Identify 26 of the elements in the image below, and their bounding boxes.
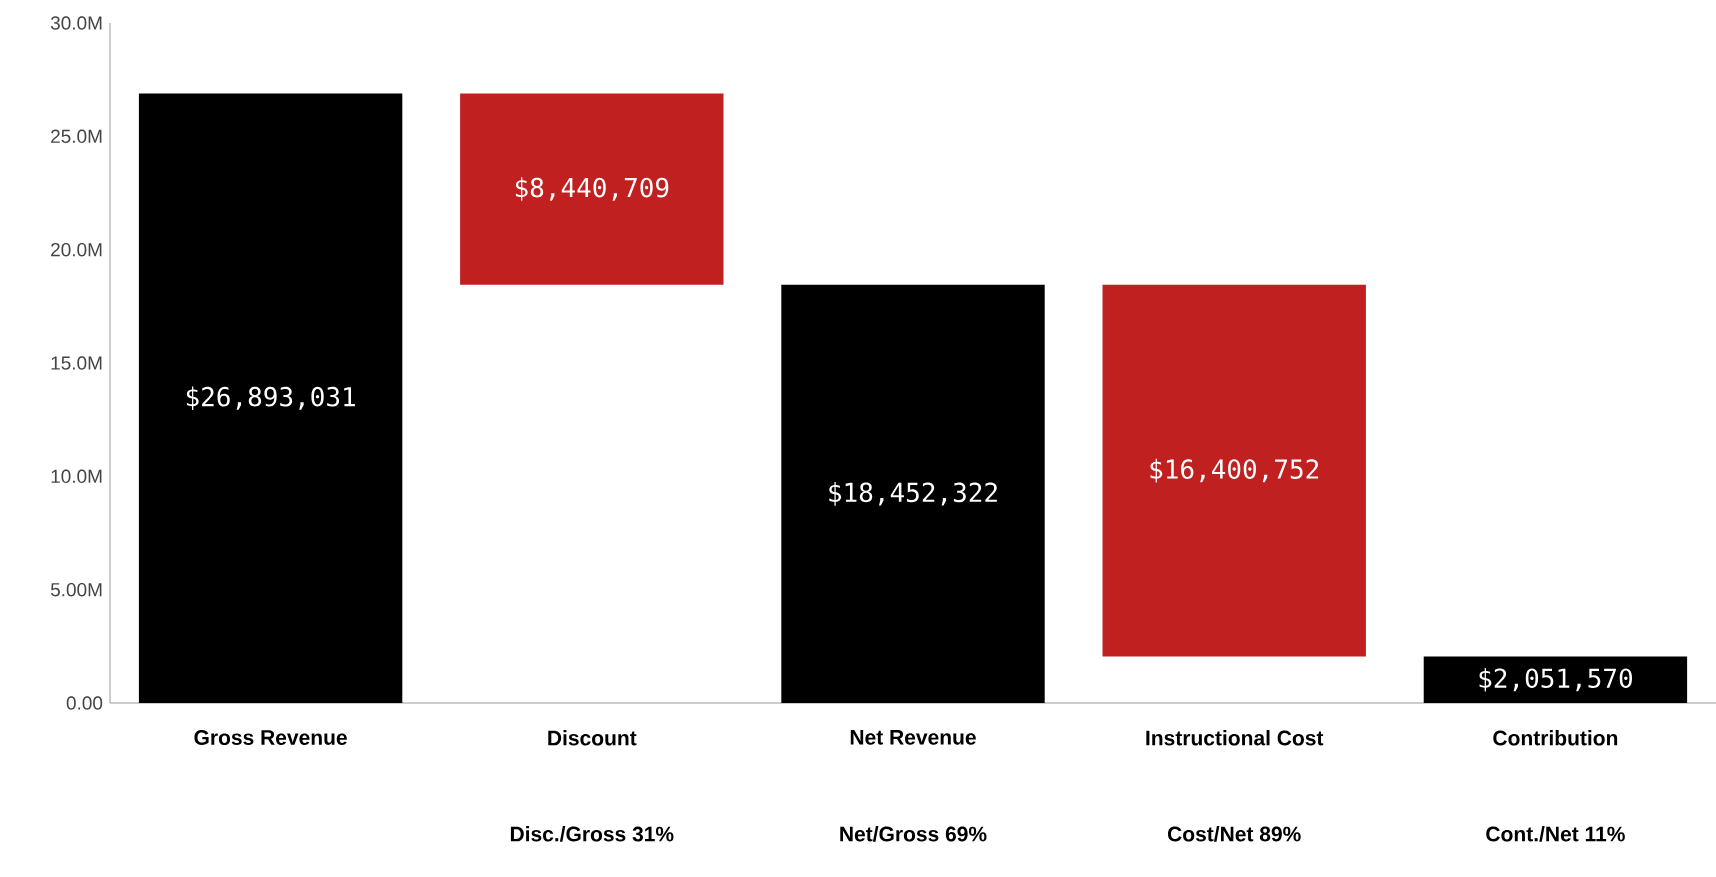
y-tick-label: 20.0M bbox=[51, 242, 102, 257]
y-tick-label: 15.0M bbox=[51, 356, 102, 370]
bar bbox=[1102, 284, 1366, 657]
x-tick-label: Discount bbox=[548, 730, 637, 746]
text: Cost/Net 89% bbox=[1167, 826, 1301, 842]
y-tick-label: 30.0M bbox=[50, 16, 102, 30]
x-tick-label: Net Revenue bbox=[850, 730, 976, 745]
x-tick-label: Instructional Cost bbox=[1146, 730, 1324, 746]
data-label: $8,440,709 bbox=[515, 177, 669, 201]
y-tick-label: 5.00M bbox=[50, 582, 102, 597]
x-tick-label: Gross Revenue bbox=[194, 730, 347, 745]
bar bbox=[138, 93, 403, 703]
data-label: $18,452,322 bbox=[829, 482, 997, 506]
data-label: $16,400,752 bbox=[1150, 458, 1319, 483]
data-label: $2,051,570 bbox=[1479, 667, 1632, 692]
y-tick-label: 25.0M bbox=[51, 129, 102, 144]
text: Cont./Net 11% bbox=[1486, 826, 1625, 842]
bar bbox=[1423, 656, 1688, 703]
bar bbox=[781, 284, 1045, 703]
bar bbox=[460, 93, 724, 285]
y-tick-label: 0.00 bbox=[66, 696, 103, 710]
text: Disc./Gross 31% bbox=[510, 826, 674, 842]
x-tick-label: Contribution bbox=[1493, 730, 1618, 746]
data-label: $26,893,031 bbox=[186, 386, 355, 410]
text: Net/Gross 69% bbox=[840, 826, 987, 842]
y-tick-label: 10.0M bbox=[51, 469, 102, 484]
